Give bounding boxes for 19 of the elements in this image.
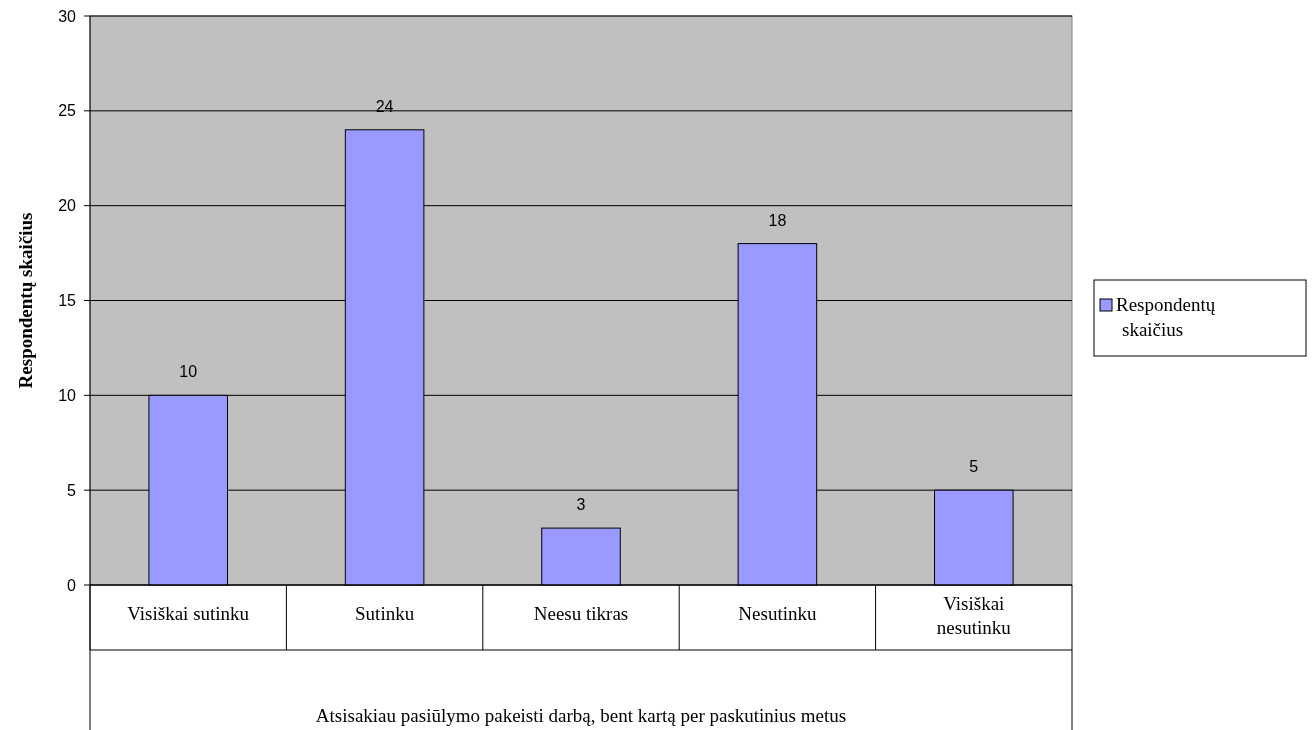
x-tick-label: Nesutinku <box>738 603 817 624</box>
x-tick-label: Visiškai sutinku <box>127 603 250 624</box>
y-axis-title: Respondentų skaičius <box>15 212 36 389</box>
data-label: 10 <box>179 363 198 381</box>
y-tick-label: 25 <box>58 102 77 120</box>
y-tick-label: 0 <box>67 576 77 594</box>
x-tick-label: Neesu tikras <box>533 603 629 624</box>
y-tick-label: 10 <box>58 386 77 404</box>
x-tick-label: Sutinku <box>355 603 415 624</box>
x-axis-title: Atsisakiau pasiūlymo pakeisti darbą, bent kartą per paskutinius metus <box>315 705 847 726</box>
legend-label: Respondentų skaičius <box>1116 294 1216 340</box>
data-label: 3 <box>576 496 586 514</box>
y-tick-label: 30 <box>58 7 77 25</box>
y-tick-label: 20 <box>58 197 77 215</box>
y-tick-label: 5 <box>67 481 77 499</box>
y-tick-label: 15 <box>58 292 77 310</box>
x-tick-label: Visiškai nesutinku <box>936 593 1012 638</box>
data-label: 18 <box>768 211 787 229</box>
data-label: 5 <box>969 458 979 476</box>
